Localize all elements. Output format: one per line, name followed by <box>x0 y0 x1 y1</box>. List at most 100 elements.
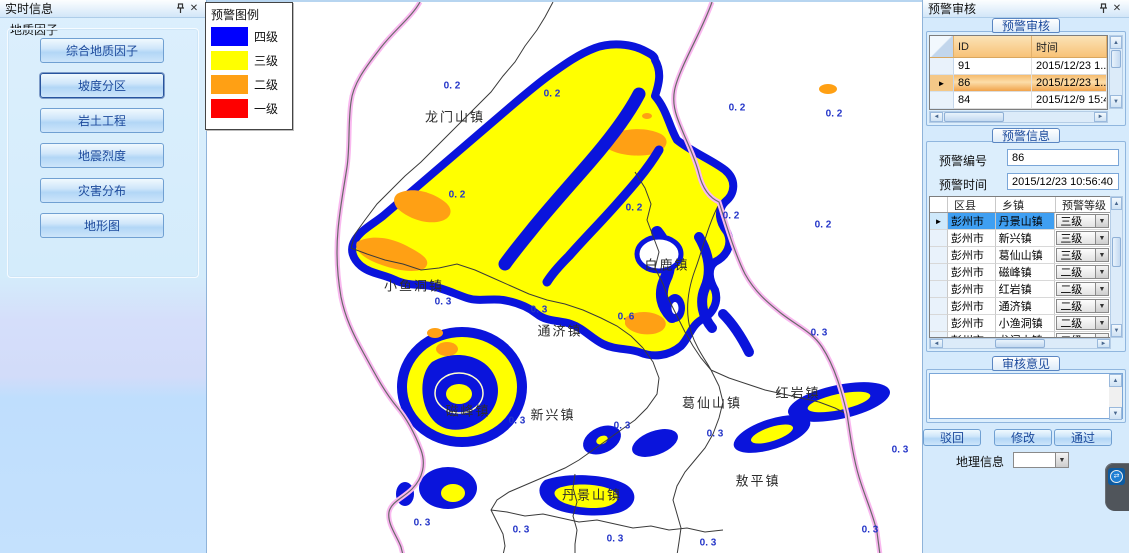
geology-factor-button-label: 地震烈度 <box>77 149 126 163</box>
town-label: 红岩镇 <box>775 385 821 401</box>
dropdown-arrow-icon[interactable]: ▼ <box>1095 299 1109 313</box>
cell-district: 彭州市 <box>947 332 996 337</box>
dropdown-arrow-icon[interactable]: ▼ <box>1095 214 1109 228</box>
table-row[interactable]: 91 2015/12/23 1... <box>930 58 1107 75</box>
level-combobox[interactable]: 三级 ▼ <box>1056 214 1109 228</box>
row-selector[interactable] <box>930 230 948 247</box>
dropdown-arrow-icon[interactable]: ▼ <box>1095 316 1109 330</box>
warning-time-field[interactable]: 2015/12/23 10:56:40 <box>1007 173 1119 190</box>
warning-code-field[interactable]: 86 <box>1007 149 1119 166</box>
info-table-hscrollbar[interactable]: ◄ ► <box>929 338 1111 349</box>
table-row[interactable]: 彭州市 丹景山镇 三级 ▼ <box>930 213 1110 230</box>
scroll-right-button[interactable]: ► <box>1097 339 1110 348</box>
column-header-id[interactable]: ID <box>954 36 1032 58</box>
level-combobox[interactable]: 二级 ▼ <box>1056 299 1109 313</box>
geology-factor-button[interactable]: 坡度分区 <box>40 73 164 98</box>
cell-town: 磁峰镇 <box>995 264 1056 281</box>
review-table-vscrollbar[interactable]: ▲ ▼ <box>1109 35 1123 109</box>
geology-factor-button[interactable]: 灾害分布 <box>40 178 164 203</box>
dropdown-arrow-icon[interactable]: ▼ <box>1095 333 1109 337</box>
level-combobox[interactable]: 二级 ▼ <box>1056 316 1109 330</box>
opinion-textarea[interactable] <box>929 373 1123 419</box>
geology-factor-button[interactable]: 综合地质因子 <box>40 38 164 63</box>
map-value-label: 0. 3 <box>413 517 431 529</box>
row-selector[interactable] <box>930 75 954 92</box>
dropdown-arrow-icon[interactable]: ▼ <box>1095 231 1109 245</box>
legend-item-label: 二级 <box>254 78 279 92</box>
scroll-up-button[interactable]: ▲ <box>1111 197 1122 210</box>
geology-factor-button[interactable]: 地震烈度 <box>40 143 164 168</box>
scroll-up-button[interactable]: ▲ <box>1110 36 1122 49</box>
table-row[interactable]: 84 2015/12/9 15:42 <box>930 92 1107 109</box>
warning-map[interactable]: 龙门山镇 小鱼洞镇 通济镇 白鹿镇 磁峰镇 新兴镇 葛仙山镇 红岩镇 丹景山镇 敖平镇 0. 2 0… <box>207 0 922 553</box>
info-table-vscrollbar[interactable]: ▲ ▼ <box>1110 196 1123 338</box>
column-header-level[interactable]: 预警等级 <box>1062 199 1106 212</box>
column-header-town[interactable]: 乡镇 <box>996 197 1056 212</box>
table-row[interactable]: 彭州市 磁峰镇 二级 ▼ <box>930 264 1110 281</box>
tab-warning-info[interactable]: 预警信息 <box>991 128 1061 143</box>
pin-icon[interactable] <box>1096 2 1110 15</box>
close-icon[interactable]: ✕ <box>1112 2 1122 14</box>
realtime-info-panel: 实时信息 ✕ 地质因子 综合地质因子 坡度分区 岩土工程 地震烈度 灾害分布 <box>0 0 207 553</box>
opinion-vscrollbar[interactable]: ▲ ▼ <box>1109 374 1122 420</box>
scroll-thumb[interactable] <box>1111 50 1121 68</box>
row-selector[interactable] <box>930 247 948 264</box>
level-combobox[interactable]: 二级 ▼ <box>1056 282 1109 296</box>
geo-info-combobox[interactable]: ▼ <box>1013 452 1069 468</box>
scroll-down-button[interactable]: ▼ <box>1109 407 1122 420</box>
action-button[interactable]: 通过 <box>1054 429 1112 446</box>
row-selector[interactable] <box>930 92 954 109</box>
dropdown-arrow-icon[interactable]: ▼ <box>1095 265 1109 279</box>
row-selector[interactable] <box>930 298 948 315</box>
review-table-hscrollbar[interactable]: ◄ ► <box>929 111 1108 123</box>
column-header-time[interactable]: 时间 <box>1032 36 1107 58</box>
row-selector[interactable] <box>930 315 948 332</box>
scroll-left-button[interactable]: ◄ <box>930 112 943 122</box>
row-selector[interactable] <box>930 281 948 298</box>
scroll-thumb[interactable] <box>1112 237 1121 267</box>
level-combobox[interactable]: 三级 ▼ <box>1056 231 1109 245</box>
table-row[interactable]: 彭州市 葛仙山镇 三级 ▼ <box>930 247 1110 264</box>
table-row[interactable]: 86 2015/12/23 1... <box>930 75 1107 92</box>
level-value: 二级 <box>1056 282 1095 296</box>
scroll-up-button[interactable]: ▲ <box>1109 374 1122 387</box>
scroll-thumb[interactable] <box>944 112 1004 122</box>
warning-review-panel: 预警审核 ✕ 预警审核 ID 时间 91 <box>922 0 1129 553</box>
dropdown-arrow-icon[interactable]: ▼ <box>1095 248 1109 262</box>
scroll-down-button[interactable]: ▼ <box>1110 95 1122 108</box>
dropdown-arrow-icon[interactable]: ▼ <box>1095 282 1109 296</box>
table-row[interactable]: 彭州市 龙门山镇 二级 ▼ <box>930 332 1110 337</box>
close-icon[interactable]: ✕ <box>189 2 199 14</box>
row-selector[interactable] <box>930 58 954 75</box>
geology-factor-button[interactable]: 岩土工程 <box>40 108 164 133</box>
level-combobox[interactable]: 三级 ▼ <box>1056 248 1109 262</box>
table-row[interactable]: 彭州市 通济镇 二级 ▼ <box>930 298 1110 315</box>
table-row[interactable]: 彭州市 红岩镇 二级 ▼ <box>930 281 1110 298</box>
row-selector[interactable] <box>930 332 948 337</box>
table-row[interactable]: 彭州市 小渔洞镇 二级 ▼ <box>930 315 1110 332</box>
dropdown-arrow-icon[interactable]: ▼ <box>1055 452 1069 468</box>
tab-review-opinion[interactable]: 审核意见 <box>991 356 1061 371</box>
scroll-left-button[interactable]: ◄ <box>930 339 943 348</box>
tab-warning-review[interactable]: 预警审核 <box>991 18 1061 33</box>
geology-factor-button[interactable]: 地形图 <box>40 213 164 238</box>
row-selector[interactable] <box>930 264 948 281</box>
table-corner-cell[interactable] <box>930 36 954 58</box>
cell-level: 二级 ▼ <box>1055 264 1110 281</box>
level-value: 三级 <box>1056 248 1095 262</box>
action-button[interactable]: 驳回 <box>923 429 981 446</box>
scroll-right-button[interactable]: ► <box>1094 112 1107 122</box>
action-button[interactable]: 修改 <box>994 429 1052 446</box>
geology-button-group: 综合地质因子 坡度分区 岩土工程 地震烈度 灾害分布 地形图 <box>40 38 164 238</box>
remote-access-badge[interactable]: ⇄ <box>1105 463 1129 511</box>
map-value-label: 0. 2 <box>728 102 746 114</box>
level-combobox[interactable]: 二级 ▼ <box>1056 265 1109 279</box>
scroll-thumb[interactable] <box>995 339 1045 348</box>
table-row[interactable]: 彭州市 新兴镇 三级 ▼ <box>930 230 1110 247</box>
cell-time: 2015/12/9 15:42 <box>1032 92 1107 109</box>
column-header-district[interactable]: 区县 <box>948 197 996 212</box>
scroll-down-button[interactable]: ▼ <box>1111 324 1122 337</box>
pin-icon[interactable] <box>173 2 187 15</box>
row-selector[interactable] <box>930 213 948 230</box>
level-combobox[interactable]: 二级 ▼ <box>1056 333 1109 337</box>
